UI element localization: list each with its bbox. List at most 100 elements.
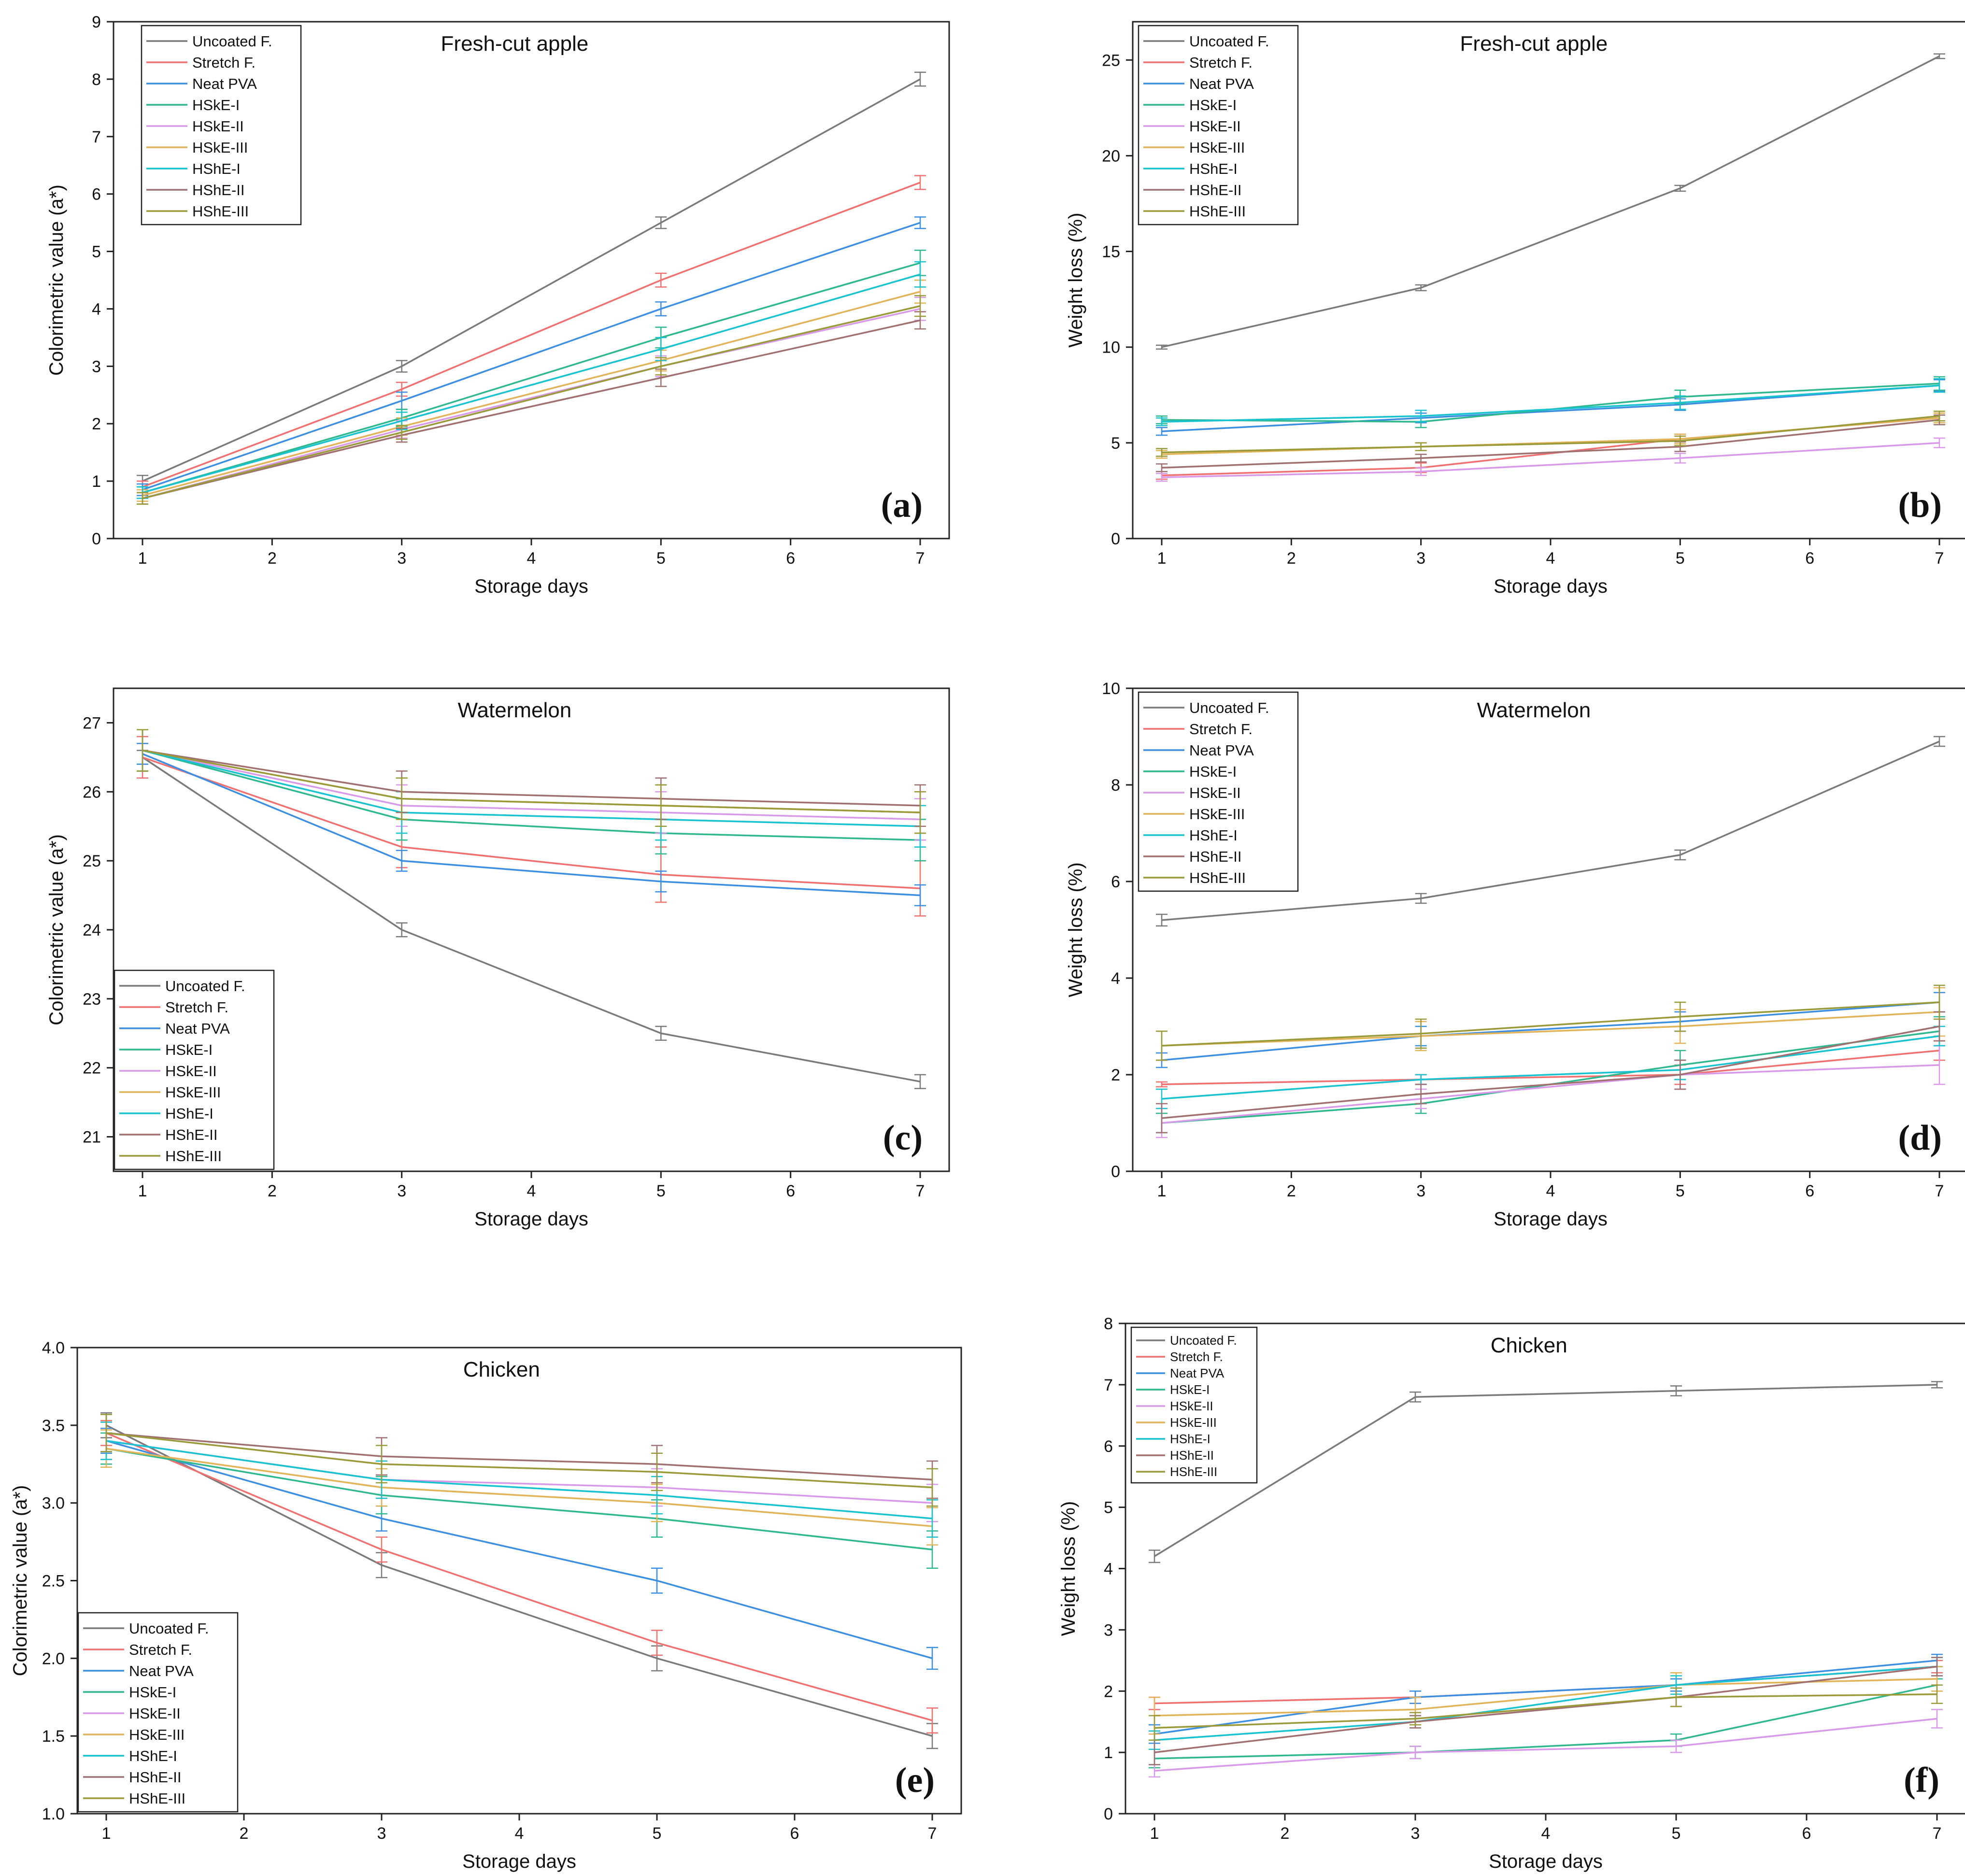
legend-label: HShE-II bbox=[192, 182, 245, 199]
legend-label: HSkE-II bbox=[1189, 784, 1241, 801]
series-line bbox=[106, 1448, 933, 1527]
series-line bbox=[106, 1424, 933, 1737]
series-line bbox=[1161, 415, 1940, 454]
series-uncoated-f- bbox=[1156, 736, 1945, 927]
legend-label: HShE-III bbox=[129, 1790, 185, 1807]
series-line bbox=[142, 749, 921, 807]
series-line bbox=[142, 749, 921, 827]
series-line bbox=[142, 749, 921, 841]
y-axis-title: Weight loss (%) bbox=[1058, 1501, 1079, 1636]
x-tick-label: 2 bbox=[240, 1824, 249, 1843]
legend-label: Uncoated F. bbox=[1170, 1333, 1237, 1348]
legend-label: HSkE-I bbox=[1189, 97, 1237, 114]
legend-label: HShE-II bbox=[1189, 182, 1242, 199]
series-line bbox=[142, 319, 921, 499]
y-tick-label: 4.0 bbox=[42, 1339, 65, 1357]
x-tick-label: 3 bbox=[397, 549, 406, 568]
legend-label: Neat PVA bbox=[1170, 1366, 1225, 1380]
y-tick-label: 1 bbox=[1104, 1744, 1113, 1762]
series-line bbox=[1161, 1050, 1940, 1085]
y-tick-label: 0 bbox=[92, 530, 101, 548]
legend-label: HSkE-II bbox=[1170, 1399, 1213, 1413]
series-line bbox=[106, 1440, 933, 1520]
x-tick-label: 4 bbox=[1546, 1182, 1555, 1200]
legend-label: HShE-III bbox=[192, 203, 249, 220]
x-tick-label: 6 bbox=[786, 549, 795, 568]
x-tick-label: 1 bbox=[138, 1182, 147, 1200]
series-line bbox=[1161, 419, 1940, 469]
series-line bbox=[142, 756, 921, 890]
y-tick-label: 6 bbox=[1111, 873, 1120, 891]
legend-label: Stretch F. bbox=[1189, 54, 1253, 71]
series-line bbox=[142, 305, 921, 499]
x-tick-label: 3 bbox=[397, 1182, 406, 1200]
legend-label: HSkE-I bbox=[165, 1041, 213, 1058]
y-tick-label: 0 bbox=[1111, 530, 1120, 548]
legend-label: Stretch F. bbox=[129, 1641, 192, 1658]
legend-label: HSkE-II bbox=[165, 1063, 217, 1080]
series-line bbox=[1161, 1025, 1940, 1119]
x-tick-label: 1 bbox=[1157, 1182, 1167, 1200]
series-uncoated-f- bbox=[1149, 1381, 1943, 1563]
legend-label: HShE-I bbox=[1189, 160, 1238, 177]
x-tick-label: 6 bbox=[1805, 549, 1814, 568]
x-axis-title: Storage days bbox=[1489, 1851, 1603, 1872]
series-line bbox=[142, 182, 921, 488]
legend-label: HSkE-III bbox=[129, 1726, 185, 1743]
x-tick-label: 1 bbox=[1157, 549, 1167, 568]
legend-label: HSkE-III bbox=[1189, 806, 1245, 823]
y-tick-label: 27 bbox=[83, 714, 101, 732]
legend-label: HSkE-II bbox=[1189, 118, 1241, 135]
series-hshe-i bbox=[100, 1421, 938, 1538]
x-tick-label: 5 bbox=[1676, 549, 1685, 568]
series-line bbox=[142, 273, 921, 494]
legend: Uncoated F. Stretch F. Neat PVA HSkE-I HSkE-… bbox=[114, 969, 275, 1170]
x-tick-label: 7 bbox=[1935, 1182, 1944, 1200]
series-hshe-iii bbox=[137, 295, 926, 505]
legend-label: HShE-II bbox=[165, 1126, 218, 1143]
legend-label: HSkE-III bbox=[165, 1084, 221, 1101]
legend: Uncoated F. Stretch F. Neat PVA HSkE-I HSkE-… bbox=[1130, 1326, 1258, 1484]
x-tick-label: 4 bbox=[527, 549, 536, 568]
chart-title: Chicken bbox=[463, 1358, 540, 1381]
y-tick-label: 5 bbox=[92, 243, 101, 261]
series-line bbox=[142, 222, 921, 491]
series-line bbox=[142, 291, 921, 497]
series-line bbox=[1161, 55, 1940, 348]
y-axis-title: Weight loss (%) bbox=[1065, 213, 1086, 347]
legend-label: HSkE-III bbox=[1189, 139, 1245, 156]
series-hske-ii bbox=[137, 297, 926, 505]
panel-label: (f) bbox=[1904, 1761, 1939, 1800]
y-tick-label: 1.0 bbox=[42, 1805, 65, 1823]
x-tick-label: 1 bbox=[138, 549, 147, 568]
legend-label: HSkE-III bbox=[192, 139, 248, 156]
series-hshe-iii bbox=[1156, 411, 1945, 457]
series-line bbox=[1161, 383, 1940, 423]
series-line bbox=[1154, 1718, 1937, 1772]
legend-label: Neat PVA bbox=[1189, 75, 1254, 92]
legend-label: HShE-I bbox=[129, 1748, 177, 1764]
legend-label: Uncoated F. bbox=[1189, 699, 1269, 716]
y-tick-label: 2 bbox=[1111, 1066, 1120, 1084]
x-tick-label: 3 bbox=[1416, 1182, 1425, 1200]
series-hshe-iii bbox=[137, 729, 926, 834]
x-tick-label: 1 bbox=[102, 1824, 111, 1843]
x-tick-label: 7 bbox=[916, 549, 925, 568]
series-line bbox=[106, 1440, 933, 1660]
x-tick-label: 1 bbox=[1150, 1824, 1159, 1843]
series-line bbox=[142, 749, 921, 821]
series-line bbox=[106, 1448, 933, 1550]
y-tick-label: 4 bbox=[92, 300, 101, 318]
legend-label: HSkE-I bbox=[192, 97, 240, 114]
x-tick-label: 2 bbox=[1287, 549, 1296, 568]
series-neat-pva bbox=[1156, 992, 1945, 1068]
series-line bbox=[1161, 740, 1940, 921]
series-hske-iii bbox=[137, 729, 926, 834]
x-tick-label: 5 bbox=[656, 549, 666, 568]
x-tick-label: 6 bbox=[1805, 1182, 1814, 1200]
legend: Uncoated F. Stretch F. Neat PVA HSkE-I HSkE-… bbox=[1138, 691, 1299, 892]
legend-label: HShE-I bbox=[1189, 827, 1238, 844]
y-tick-label: 4 bbox=[1111, 969, 1120, 988]
legend-label: Uncoated F. bbox=[1189, 33, 1269, 50]
legend-label: HShE-I bbox=[1170, 1432, 1210, 1446]
